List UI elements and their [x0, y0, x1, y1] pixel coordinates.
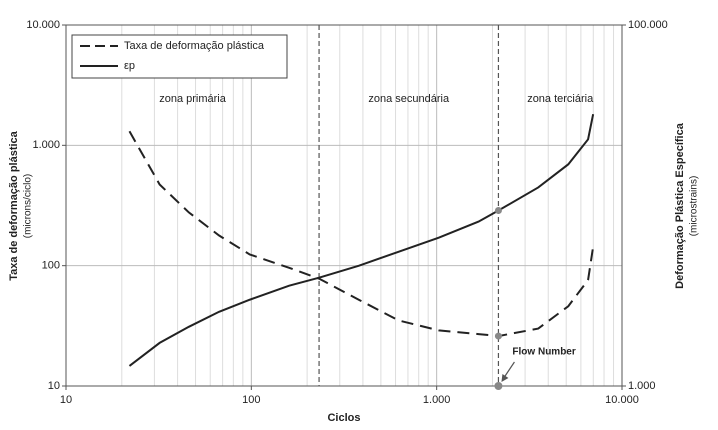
- y2-tick-label: 1.000: [628, 380, 656, 392]
- y-tick-label: 10: [48, 380, 60, 392]
- annotation-text: Flow Number: [512, 347, 575, 358]
- legend-box: [71, 34, 288, 79]
- y-tick-label: 10.000: [26, 19, 60, 31]
- zone-label: zona secundária: [368, 93, 450, 105]
- zone-label: zona primária: [159, 93, 227, 105]
- y2-axis-sublabel: (microstrains): [689, 176, 700, 237]
- legend-label: Taxa de deformação plástica: [124, 40, 265, 52]
- marker: [494, 332, 502, 340]
- annotation-arrowhead: [501, 374, 509, 382]
- zone-label: zona terciária: [527, 93, 594, 105]
- x-tick-label: 1.000: [423, 394, 451, 406]
- series-line: [128, 130, 595, 338]
- y2-axis-label: Deformação Plástica Específica: [674, 122, 686, 289]
- y2-tick-label: 100.000: [628, 19, 668, 31]
- y-tick-label: 1.000: [32, 139, 60, 151]
- x-tick-label: 100: [242, 394, 260, 406]
- series-line: [128, 113, 595, 367]
- x-tick-label: 10.000: [605, 394, 639, 406]
- y-axis-sublabel: (microns/ciclo): [23, 174, 34, 238]
- marker: [494, 207, 502, 215]
- plot-frame: [65, 24, 623, 387]
- annotation-point: [494, 382, 503, 390]
- y-tick-label: 100: [42, 260, 60, 272]
- x-tick-label: 10: [60, 394, 72, 406]
- y-axis-label: Taxa de deformação plástica: [8, 130, 20, 280]
- legend-label: εp: [124, 60, 135, 72]
- x-axis-label: Ciclos: [327, 412, 360, 424]
